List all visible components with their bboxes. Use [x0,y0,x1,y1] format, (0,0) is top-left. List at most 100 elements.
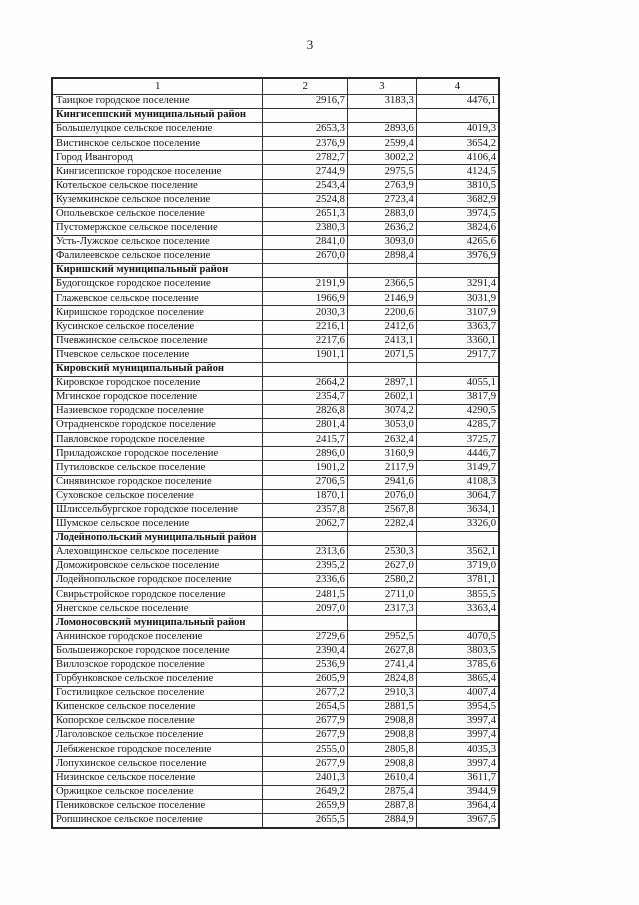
settlement-name-cell: Пчевское сельское поселение [51,347,264,363]
value-cell-col-2: 2677,2 [262,685,348,702]
value-cell-col-3: 2602,1 [346,389,417,406]
value-cell-col-4: 3997,4 [415,728,500,744]
value-cell-col-3: 2711,0 [346,587,417,603]
settlement-row: Пустомержское сельское поселение 2380,3 26… [51,220,500,236]
value-cell-col-4: 4124,5 [415,164,500,180]
value-cell-col-3: 2763,9 [346,178,417,194]
value-cell-col-3: 2952,5 [346,629,417,645]
settlement-name-cell: Кусинское сельское поселение [51,319,264,335]
settlement-name-cell: Лаголовское сельское поселение [51,728,264,744]
value-cell-col-4: 3291,4 [415,277,500,293]
value-cell-col-4: 3611,7 [415,770,500,786]
settlement-row: Мгинское городское поселение 2354,7 2602,1… [51,389,500,406]
value-cell-col-3: 2599,4 [346,136,417,152]
value-cell-col-4: 3682,9 [415,192,500,208]
settlement-name-cell: Большелуцкое сельское поселение [51,122,264,138]
value-cell-col-4: 3326,0 [415,516,500,532]
settlement-name-cell: Опольевское сельское поселение [51,206,264,222]
settlement-name-cell: Кипенское сельское поселение [51,700,264,716]
value-cell-col-2: 2670,0 [262,249,348,265]
value-cell-col-4: 4106,4 [415,150,500,166]
district-name-cell: Кингисеппский муниципальный район [51,108,264,124]
settlement-row: Шумское сельское поселение 2062,7 2282,4 33… [51,516,500,532]
value-cell-col-3: 3053,0 [346,418,417,434]
settlement-row: Приладожское городское поселение 2896,0 31… [51,446,500,462]
value-cell-col-2: 2801,4 [262,418,348,434]
value-cell-col-4: 3562,1 [415,544,500,561]
value-cell-col-3: 2146,9 [346,291,417,307]
settlement-row: Шлиссельбургское городское поселение 2357… [51,502,500,518]
value-cell-col-4: 4265,6 [415,234,500,251]
value-cell-col-4: 4019,3 [415,122,500,138]
settlement-row: Суховское сельское поселение 1870,1 2076,0… [51,488,500,504]
district-name-cell: Кировский муниципальный район [51,361,264,377]
value-cell-col-4: 4035,3 [415,742,500,758]
district-name-cell: Лодейнопольский муниципальный район [51,530,264,547]
value-cell-col-4: 3725,7 [415,432,500,448]
settlement-row: Синявинское городское поселение 2706,5 294… [51,474,500,490]
value-cell-col-2: 2744,9 [262,164,348,180]
page-number: 3 [306,37,314,52]
value-cell-col-3: 2200,6 [346,305,417,321]
value-cell-col-4: 3654,2 [415,136,500,152]
value-cell-col-3: 2627,0 [346,559,417,575]
settlement-name-cell: Свирьстройское городское поселение [51,587,264,603]
settlement-name-cell: Вистинское сельское поселение [51,136,264,152]
value-cell-col-4: 3363,4 [415,601,500,617]
value-cell-col-2: 1966,9 [262,291,348,307]
settlement-name-cell: Копорское сельское поселение [51,714,264,730]
settlement-name-cell: Кировское городское поселение [51,375,264,391]
settlement-name-cell: Янегское сельское поселение [51,601,264,617]
value-cell-col-2: 2664,2 [262,375,348,391]
settlement-row: Горбунковское сельское поселение 2605,9 28… [51,671,500,687]
value-cell-col-4: 3363,7 [415,319,500,335]
settlement-name-cell: Город Ивангород [51,150,264,166]
value-cell-col-4: 3360,1 [415,333,500,349]
value-cell-col-2: 2097,0 [262,601,348,617]
value-cell-col-2: 2706,5 [262,474,348,490]
settlement-name-cell: Глажевское сельское поселение [51,291,264,307]
value-cell-col-2: 2916,7 [262,93,348,110]
settlement-name-cell: Пчевжинское сельское поселение [51,333,264,349]
settlement-name-cell: Синявинское городское поселение [51,474,264,490]
value-cell-col-4: 3149,7 [415,460,500,476]
district-section-row: Лодейнопольский муниципальный район [51,530,500,547]
settlement-row: Оржицкое сельское поселение 2649,2 2875,4 3… [51,784,500,800]
value-cell-col-4: 4285,7 [415,418,500,434]
settlement-row: Кипенское сельское поселение 2654,5 2881,5… [51,700,500,716]
settlement-row: Ропшинское сельское поселение 2655,5 2884,… [51,812,500,829]
value-cell-col-2: 2062,7 [262,516,348,532]
settlement-row: Свирьстройское городское поселение 2481,5… [51,587,500,603]
value-cell-col-2 [262,615,348,631]
settlement-name-cell: Усть-Лужское сельское поселение [51,234,264,251]
settlement-name-cell: Фалилеевское сельское поселение [51,249,264,265]
settlement-row: Город Ивангород 2782,7 3002,2 4106,4 [51,150,500,166]
value-cell-col-2: 2415,7 [262,432,348,448]
value-cell-col-3: 2908,8 [346,728,417,744]
value-cell-col-3: 2824,8 [346,671,417,687]
value-cell-col-2: 2336,6 [262,573,348,589]
value-cell-col-4 [415,361,500,377]
value-cell-col-2: 2357,8 [262,502,348,518]
settlement-row: Алеховщинское сельское поселение 2313,6 25… [51,544,500,561]
settlement-row: Лаголовское сельское поселение 2677,9 2908… [51,728,500,744]
district-name-cell: Ломоносовский муниципальный район [51,615,264,631]
settlement-name-cell: Виллозское городское поселение [51,657,264,673]
value-cell-col-2: 2536,9 [262,657,348,673]
settlement-name-cell: Куземкинское сельское поселение [51,192,264,208]
settlement-row: Опольевское сельское поселение 2651,3 2883… [51,206,500,222]
value-cell-col-2: 2191,9 [262,277,348,293]
value-cell-col-2: 2390,4 [262,643,348,659]
value-cell-col-2: 2651,3 [262,206,348,222]
settlement-name-cell: Шлиссельбургское городское поселение [51,502,264,518]
value-cell-col-2: 2401,3 [262,770,348,786]
settlement-name-cell: Гостилицкое сельское поселение [51,685,264,702]
settlement-name-cell: Кингисеппское городское поселение [51,164,264,180]
settlement-row: Лопухинское сельское поселение 2677,9 2908… [51,756,500,772]
settlement-row: Павловское городское поселение 2415,7 2632… [51,432,500,448]
value-cell-col-2: 2395,2 [262,559,348,575]
value-cell-col-4: 3967,5 [415,812,500,829]
value-cell-col-4: 3997,4 [415,756,500,772]
